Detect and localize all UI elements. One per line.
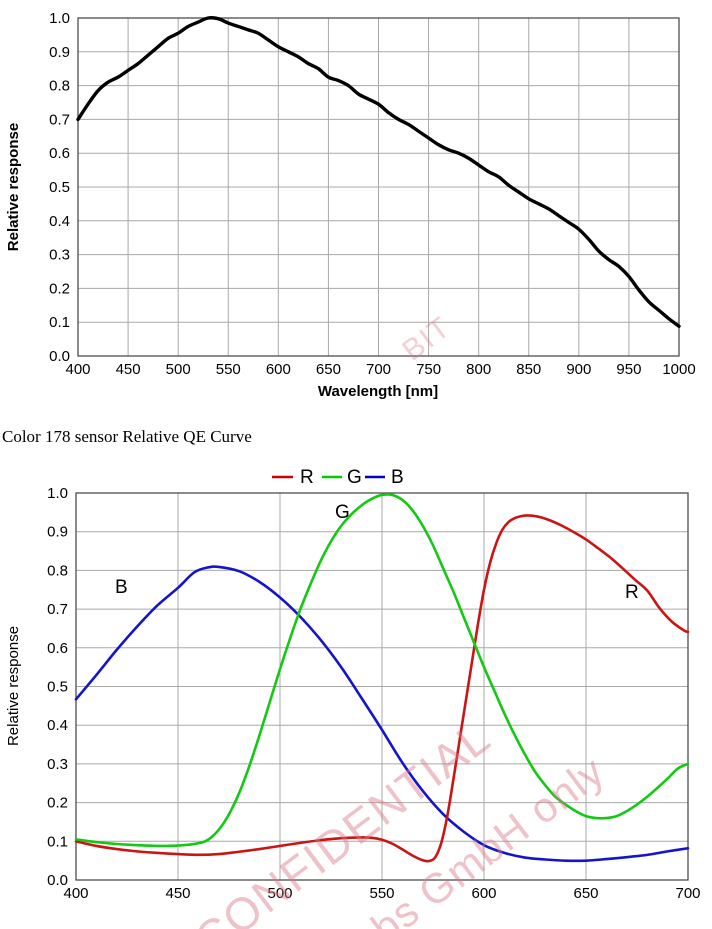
svg-text:0.2: 0.2 — [47, 795, 68, 812]
svg-text:0.3: 0.3 — [47, 756, 68, 773]
svg-text:0.9: 0.9 — [49, 44, 70, 61]
svg-text:0.1: 0.1 — [47, 833, 68, 850]
svg-text:1000: 1000 — [662, 361, 695, 378]
svg-text:0.1: 0.1 — [49, 314, 70, 331]
svg-text:0.3: 0.3 — [49, 247, 70, 264]
svg-text:450: 450 — [116, 361, 141, 378]
svg-text:900: 900 — [566, 361, 591, 378]
svg-text:0.8: 0.8 — [47, 562, 68, 579]
svg-text:400: 400 — [63, 885, 88, 902]
svg-text:0.7: 0.7 — [49, 111, 70, 128]
svg-text:R: R — [300, 467, 314, 488]
svg-text:700: 700 — [675, 885, 700, 902]
svg-text:650: 650 — [316, 361, 341, 378]
svg-text:R: R — [625, 582, 639, 603]
svg-text:0.6: 0.6 — [49, 145, 70, 162]
svg-text:B: B — [115, 577, 128, 598]
svg-text:400: 400 — [65, 361, 90, 378]
svg-text:0.4: 0.4 — [47, 717, 68, 734]
svg-text:Relative response: Relative response — [5, 123, 22, 251]
svg-text:700: 700 — [366, 361, 391, 378]
svg-text:Color 178 sensor Relative QE C: Color 178 sensor Relative QE Curve — [2, 427, 252, 446]
svg-text:0.8: 0.8 — [49, 78, 70, 95]
svg-text:600: 600 — [266, 361, 291, 378]
svg-text:850: 850 — [516, 361, 541, 378]
svg-text:Wavelength [nm]: Wavelength [nm] — [318, 383, 438, 400]
svg-text:0.5: 0.5 — [49, 179, 70, 196]
svg-text:0.4: 0.4 — [49, 213, 70, 230]
svg-text:550: 550 — [216, 361, 241, 378]
svg-text:0.9: 0.9 — [47, 524, 68, 541]
svg-text:Relative response: Relative response — [5, 626, 22, 746]
svg-text:B: B — [391, 467, 404, 488]
svg-text:0.5: 0.5 — [47, 679, 68, 696]
svg-text:1.0: 1.0 — [49, 10, 70, 27]
svg-text:0.6: 0.6 — [47, 640, 68, 657]
svg-text:500: 500 — [166, 361, 191, 378]
svg-text:800: 800 — [466, 361, 491, 378]
svg-text:450: 450 — [165, 885, 190, 902]
svg-text:0.2: 0.2 — [49, 280, 70, 297]
svg-text:G: G — [347, 467, 362, 488]
svg-text:G: G — [335, 502, 350, 523]
svg-text:0.7: 0.7 — [47, 601, 68, 618]
svg-text:950: 950 — [616, 361, 641, 378]
svg-text:650: 650 — [573, 885, 598, 902]
svg-text:1.0: 1.0 — [47, 485, 68, 502]
